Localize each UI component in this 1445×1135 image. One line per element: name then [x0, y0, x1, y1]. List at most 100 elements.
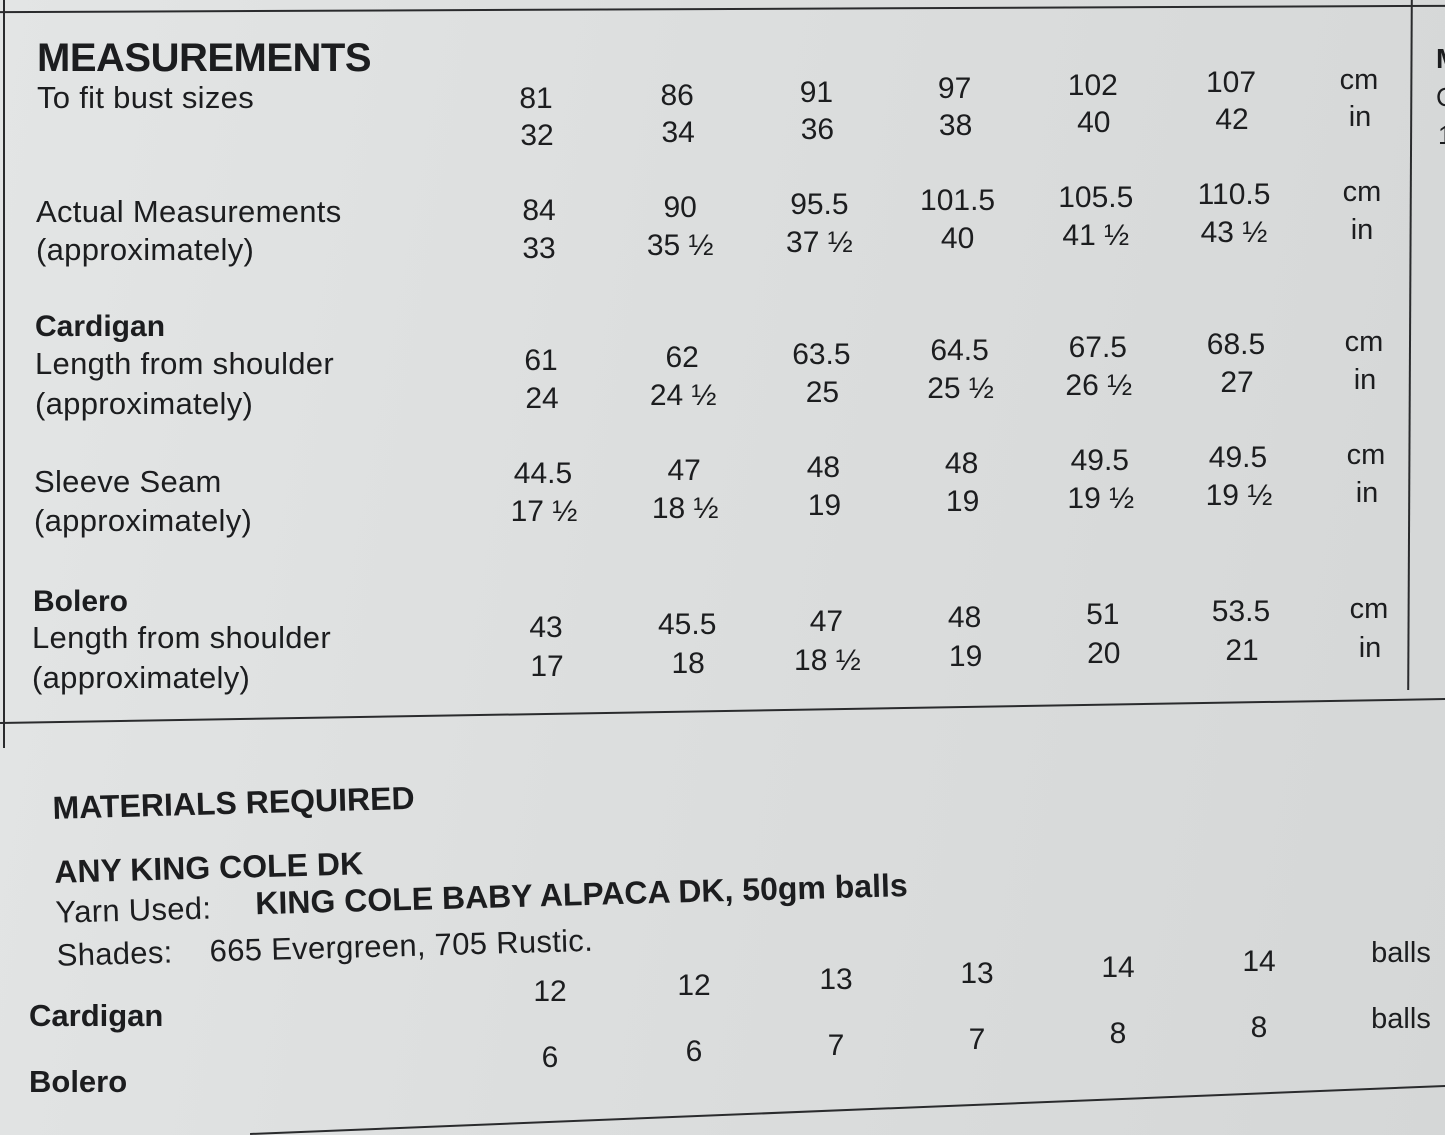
actual-cm-value: 90	[663, 190, 697, 224]
sleeve-in-value: 19	[807, 488, 842, 522]
bust-in-value: 38	[938, 109, 973, 143]
materials-cardigan-balls-value: 13	[819, 963, 853, 996]
sleeve-in-value: 19 ½	[1067, 482, 1135, 516]
bust-cm-value: 86	[660, 78, 694, 112]
bolero-in-value: 20	[1087, 637, 1121, 671]
materials-bolero-balls-value: 8	[1109, 1017, 1127, 1050]
measurements-heading: MEASUREMENTS	[37, 36, 372, 80]
sleeve-in-value: 19	[945, 485, 980, 519]
yarn-label: Yarn Used:	[55, 890, 212, 930]
bust-cm-value: 102	[1067, 69, 1118, 103]
sleeve-in-value: 17 ½	[510, 495, 578, 528]
bust-label: To fit bust sizes	[37, 80, 255, 115]
bolero-length-label: Length from shoulder	[32, 620, 331, 655]
materials-bolero-label: Bolero	[29, 1064, 128, 1099]
bust-cm-value: 97	[937, 72, 972, 106]
bolero-cm-value: 43	[529, 611, 563, 644]
sleeve-cm-value: 48	[944, 447, 979, 481]
actual-in-value: 43 ½	[1200, 216, 1268, 249]
materials-subheading: ANY KING COLE DK	[53, 845, 364, 890]
cardigan-cm-value: 62	[665, 340, 699, 374]
bolero-in-value: 18 ½	[794, 643, 861, 677]
sleeve-cm-value: 49.5	[1070, 444, 1129, 478]
cardigan-cm-value: 64.5	[930, 334, 989, 368]
edge-fragment-3: 1	[1438, 122, 1445, 148]
actual-cm-value: 110.5	[1197, 178, 1271, 211]
cardigan-cm-value: 68.5	[1206, 328, 1266, 361]
bust-cm-value: 81	[519, 82, 553, 115]
bust-in-value: 40	[1077, 106, 1111, 140]
bust-unit-in: in	[1348, 101, 1372, 133]
bust-cm-value: 107	[1205, 66, 1257, 99]
bolero-in-value: 21	[1225, 634, 1259, 667]
cardigan-cm-value: 67.5	[1068, 331, 1127, 365]
bust-in-value: 42	[1215, 103, 1249, 136]
bolero-cm-value: 47	[809, 604, 844, 638]
cardigan-unit-cm: cm	[1344, 326, 1384, 358]
sleeve-sublabel: (approximately)	[34, 503, 253, 538]
sleeve-cm-value: 47	[667, 453, 701, 487]
cardigan-length-sublabel: (approximately)	[35, 386, 254, 421]
actual-in-value: 37 ½	[786, 225, 853, 259]
sleeve-cm-value: 44.5	[513, 457, 573, 490]
bolero-title: Bolero	[33, 585, 129, 618]
edge-fragment-1: M	[1436, 45, 1445, 73]
bust-in-value: 36	[800, 112, 835, 146]
materials-cardigan-balls-value: 12	[533, 975, 567, 1008]
sleeve-cm-value: 48	[806, 450, 841, 484]
shades-label: Shades:	[56, 934, 173, 973]
materials-bolero-balls-value: 8	[1250, 1011, 1268, 1044]
bolero-length-sublabel: (approximately)	[32, 660, 251, 695]
cardigan-cm-value: 61	[524, 344, 558, 377]
sleeve-in-value: 18 ½	[651, 491, 719, 525]
actual-cm-value: 84	[522, 194, 556, 227]
materials-bolero-balls-value: 6	[685, 1035, 703, 1068]
cardigan-in-value: 26 ½	[1065, 369, 1133, 403]
edge-fragment-2: C	[1436, 84, 1445, 110]
actual-in-value: 33	[522, 232, 556, 265]
sleeve-in-value: 19 ½	[1205, 479, 1273, 512]
bolero-in-value: 18	[671, 646, 705, 680]
materials-cardigan-balls-value: 14	[1242, 945, 1276, 978]
bolero-cm-value: 45.5	[657, 607, 717, 641]
cardigan-in-value: 25 ½	[927, 372, 994, 406]
bolero-unit-cm: cm	[1349, 593, 1389, 625]
bolero-in-value: 19	[948, 640, 983, 674]
materials-cardigan-balls-value: 14	[1101, 951, 1135, 984]
actual-cm-value: 105.5	[1058, 181, 1134, 215]
materials-cardigan-unit: balls	[1371, 937, 1431, 969]
actual-in-value: 35 ½	[646, 228, 714, 262]
cardigan-unit-in: in	[1353, 364, 1377, 396]
sleeve-cm-value: 49.5	[1208, 441, 1268, 474]
cardigan-in-value: 24	[525, 382, 559, 415]
bust-in-value: 32	[520, 119, 554, 152]
materials-heading: MATERIALS REQUIRED	[52, 779, 416, 826]
bolero-cm-value: 48	[947, 601, 982, 635]
sleeve-label: Sleeve Seam	[34, 464, 222, 499]
bolero-cm-value: 53.5	[1211, 595, 1271, 628]
actual-in-value: 40	[940, 222, 975, 256]
bust-unit-cm: cm	[1339, 64, 1379, 96]
bolero-cm-value: 51	[1086, 598, 1120, 632]
bust-cm-value: 91	[799, 75, 834, 109]
cardigan-in-value: 25	[805, 375, 840, 409]
materials-bolero-balls-value: 7	[827, 1029, 845, 1062]
cardigan-title: Cardigan	[35, 310, 166, 343]
cardigan-length-label: Length from shoulder	[35, 346, 334, 381]
cardigan-cm-value: 63.5	[792, 337, 851, 371]
actual-cm-value: 101.5	[920, 184, 996, 218]
actual-cm-value: 95.5	[790, 187, 849, 221]
table-left-border	[3, 0, 5, 748]
materials-cardigan-balls-value: 13	[960, 957, 994, 990]
bolero-unit-in: in	[1358, 632, 1382, 664]
bust-in-value: 34	[661, 115, 695, 149]
actual-unit-cm: cm	[1342, 176, 1382, 208]
materials-bolero-unit: balls	[1371, 1003, 1431, 1035]
materials-bolero-balls-value: 7	[968, 1023, 986, 1056]
cardigan-in-value: 24 ½	[649, 378, 717, 412]
cardigan-in-value: 27	[1220, 366, 1254, 399]
actual-unit-in: in	[1350, 214, 1374, 246]
bolero-in-value: 17	[530, 650, 564, 683]
shades-value: 665 Evergreen, 705 Rustic.	[209, 922, 594, 969]
